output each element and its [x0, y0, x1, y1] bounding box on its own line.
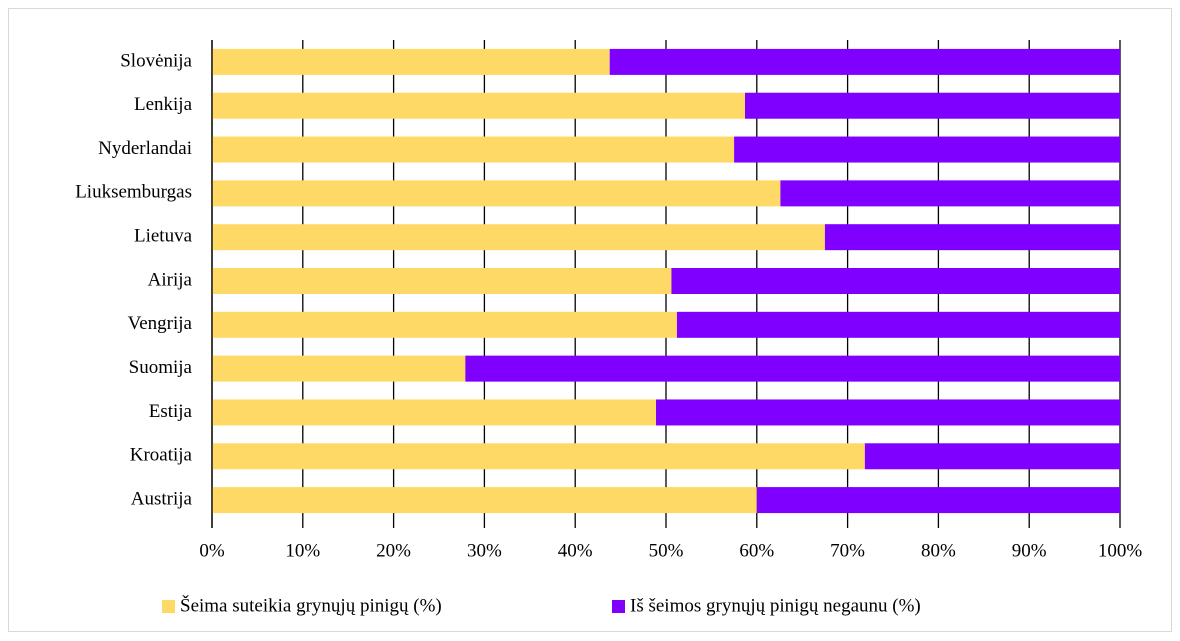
- bar-segment: [780, 180, 1120, 207]
- bar-segment: [609, 48, 1120, 75]
- bar-segment: [212, 487, 757, 514]
- x-tick-label: 40%: [558, 540, 593, 561]
- bar-segment: [756, 487, 1120, 514]
- bar-segment: [212, 48, 610, 75]
- y-tick-label: Lietuva: [134, 226, 193, 247]
- x-tick-label: 100%: [1098, 540, 1143, 561]
- y-tick-label: Vengrija: [128, 313, 193, 334]
- x-tick-label: 0%: [199, 540, 225, 561]
- bar-segment: [824, 224, 1120, 251]
- bar-segment: [744, 92, 1120, 119]
- bar-segment: [212, 224, 825, 251]
- x-tick-label: 30%: [467, 540, 502, 561]
- bar-segment: [212, 355, 466, 382]
- bar-segment: [212, 180, 781, 207]
- bar-segment: [212, 268, 672, 294]
- x-tick-label: 50%: [649, 540, 684, 561]
- legend-label: Iš šeimos grynųjų pinigų negaunu (%): [630, 595, 921, 616]
- x-tick-label: 10%: [285, 540, 320, 561]
- x-tick-label: 90%: [1012, 540, 1047, 561]
- bar-segment: [212, 92, 745, 119]
- y-tick-label: Austrija: [131, 488, 193, 509]
- x-tick-label: 70%: [830, 540, 865, 561]
- bar-segment: [212, 443, 865, 470]
- bar-segment: [676, 311, 1120, 338]
- y-tick-label: Lenkija: [134, 94, 193, 115]
- y-tick-label: Airija: [148, 269, 193, 290]
- y-tick-label: Nyderlandai: [98, 138, 192, 159]
- bar-segment: [671, 268, 1120, 294]
- y-tick-label: Kroatija: [130, 445, 193, 466]
- y-tick-label: Suomija: [129, 357, 193, 378]
- bar-segment: [864, 443, 1120, 470]
- bar-segment: [212, 311, 677, 338]
- bar-segment: [212, 136, 735, 163]
- x-tick-label: 60%: [739, 540, 774, 561]
- y-tick-label: Liuksemburgas: [75, 182, 192, 203]
- legend-swatch: [162, 600, 175, 613]
- x-tick-label: 20%: [376, 540, 411, 561]
- bar-segment: [734, 136, 1120, 163]
- y-tick-label: Estija: [149, 401, 193, 422]
- bar-segment: [465, 355, 1120, 382]
- bar-segment: [212, 399, 657, 426]
- y-tick-label: Slovėnija: [120, 50, 192, 71]
- legend-swatch: [612, 600, 625, 613]
- legend-label: Šeima suteikia grynųjų pinigų (%): [180, 594, 442, 616]
- bar-segment: [656, 399, 1120, 426]
- x-tick-label: 80%: [921, 540, 956, 561]
